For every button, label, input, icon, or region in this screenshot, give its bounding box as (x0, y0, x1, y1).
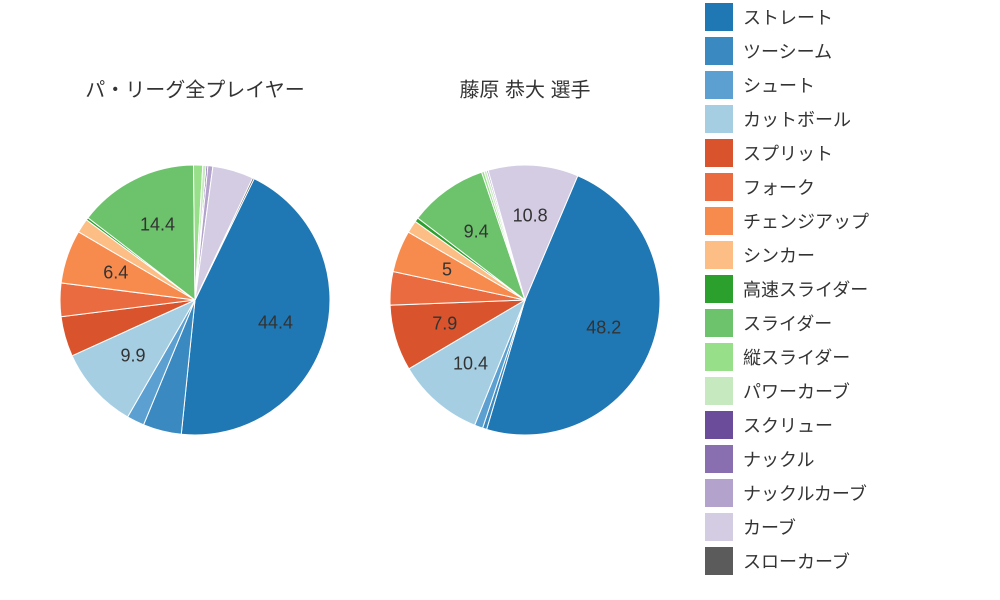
legend-swatch (705, 275, 733, 303)
legend-label: チェンジアップ (743, 208, 869, 234)
legend-label: 高速スライダー (743, 276, 868, 302)
legend-swatch (705, 343, 733, 371)
legend: ストレートツーシームシュートカットボールスプリットフォークチェンジアップシンカー… (705, 0, 990, 578)
legend-label: スライダー (743, 310, 832, 336)
legend-label: カットボール (743, 106, 851, 132)
legend-item: 高速スライダー (705, 272, 990, 306)
legend-swatch (705, 139, 733, 167)
legend-item: 縦スライダー (705, 340, 990, 374)
legend-label: 縦スライダー (743, 344, 850, 370)
legend-item: フォーク (705, 170, 990, 204)
legend-item: ナックル (705, 442, 990, 476)
legend-label: カーブ (743, 514, 796, 540)
pie-svg (58, 163, 332, 437)
legend-label: スローカーブ (743, 548, 850, 574)
legend-swatch (705, 445, 733, 473)
legend-label: ストレート (743, 4, 833, 30)
legend-swatch (705, 513, 733, 541)
legend-item: スプリット (705, 136, 990, 170)
legend-label: スプリット (743, 140, 833, 166)
pie-chart-player: 48.210.47.959.410.8 (388, 163, 662, 437)
pie-svg (388, 163, 662, 437)
legend-item: スローカーブ (705, 544, 990, 578)
pie-1-title: パ・リーグ全プレイヤー (85, 74, 304, 103)
pie-2-title: 藤原 恭大 選手 (459, 74, 590, 103)
legend-item: チェンジアップ (705, 204, 990, 238)
legend-swatch (705, 173, 733, 201)
legend-swatch (705, 37, 733, 65)
legend-item: シュート (705, 68, 990, 102)
legend-item: カットボール (705, 102, 990, 136)
legend-item: ナックルカーブ (705, 476, 990, 510)
pie-chart-league: 44.49.96.414.4 (58, 163, 332, 437)
legend-swatch (705, 241, 733, 269)
legend-label: ナックルカーブ (743, 480, 867, 506)
legend-item: シンカー (705, 238, 990, 272)
legend-label: シンカー (743, 242, 815, 268)
legend-swatch (705, 547, 733, 575)
chart-container: { "background_color": "#ffffff", "canvas… (0, 0, 1000, 600)
legend-swatch (705, 309, 733, 337)
legend-swatch (705, 105, 733, 133)
legend-swatch (705, 3, 733, 31)
legend-label: パワーカーブ (743, 378, 850, 404)
legend-label: フォーク (743, 174, 815, 200)
legend-item: ストレート (705, 0, 990, 34)
legend-swatch (705, 71, 733, 99)
legend-swatch (705, 377, 733, 405)
legend-item: スライダー (705, 306, 990, 340)
legend-label: シュート (743, 72, 815, 98)
legend-item: カーブ (705, 510, 990, 544)
legend-swatch (705, 479, 733, 507)
legend-label: ナックル (743, 446, 814, 472)
legend-item: スクリュー (705, 408, 990, 442)
legend-label: スクリュー (743, 412, 833, 438)
legend-label: ツーシーム (743, 38, 832, 64)
legend-item: ツーシーム (705, 34, 990, 68)
legend-item: パワーカーブ (705, 374, 990, 408)
legend-swatch (705, 411, 733, 439)
legend-swatch (705, 207, 733, 235)
